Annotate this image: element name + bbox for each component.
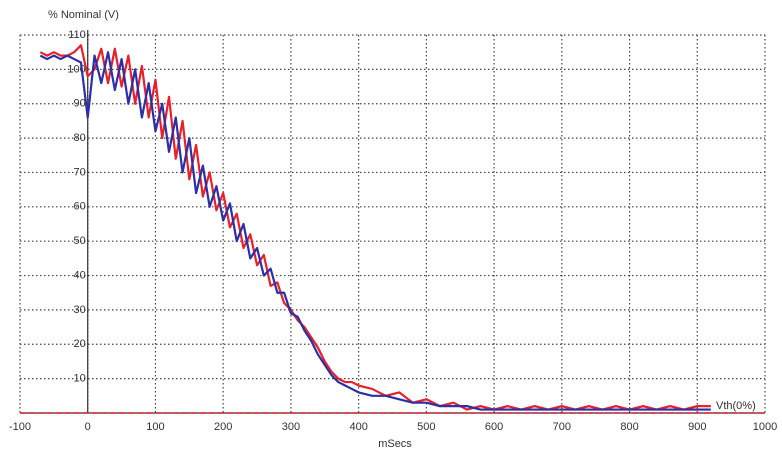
chart-title: % Nominal (V)	[48, 9, 119, 21]
data-line	[39, 51, 711, 411]
x-tick-label: 800	[620, 421, 638, 433]
x-tick-label: -100	[9, 421, 31, 433]
y-tick-label: 90	[73, 98, 85, 110]
y-tick-label: 80	[73, 132, 85, 144]
y-tick-label: 30	[73, 304, 85, 316]
threshold-label: Vth(0%)	[716, 400, 756, 412]
x-tick-label: 700	[553, 421, 571, 433]
y-tick-label: 70	[73, 166, 85, 178]
x-tick-label: 500	[417, 421, 435, 433]
y-tick-label: 60	[73, 201, 85, 213]
y-tick-label: 40	[73, 269, 85, 281]
x-tick-label: 300	[282, 421, 300, 433]
x-tick-label: 200	[214, 421, 232, 433]
x-tick-label: 600	[485, 421, 503, 433]
x-tick-label: 100	[146, 421, 164, 433]
x-tick-label: 0	[85, 421, 91, 433]
x-tick-label: 1000	[753, 421, 777, 433]
y-tick-label: 110	[68, 29, 86, 41]
x-axis-label: mSecs	[378, 438, 412, 450]
x-tick-label: 400	[349, 421, 367, 433]
y-tick-label: 20	[73, 338, 85, 350]
y-tick-label: 10	[73, 373, 85, 385]
x-tick-label: 900	[688, 421, 706, 433]
y-tick-label: 50	[73, 235, 85, 247]
data-line	[39, 44, 711, 411]
